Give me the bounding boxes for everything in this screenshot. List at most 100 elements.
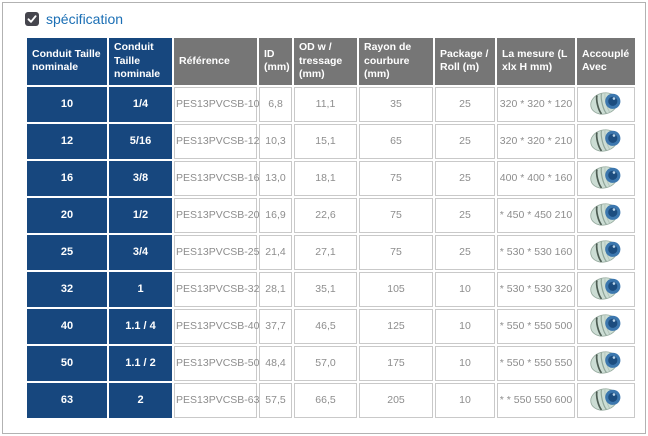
cell-id-mm: 10,3 [259, 123, 292, 159]
spec-table-body: 10 1/4 PES13PVCSB-10 6,8 11,1 35 25 320 … [27, 86, 635, 418]
cell-rayon: 35 [359, 86, 433, 122]
cell-conduit-size-metric: 10 [27, 86, 107, 122]
cell-rayon: 65 [359, 123, 433, 159]
cell-od-mm: 22,6 [294, 197, 357, 233]
cell-mesure: * 550 * 550 550 [497, 345, 575, 381]
cell-conduit-size-metric: 25 [27, 234, 107, 270]
conduit-coupling-icon [590, 166, 621, 189]
cell-conduit-size-metric: 63 [27, 382, 107, 418]
cell-accouple-avec [577, 123, 635, 159]
cell-package: 10 [435, 382, 495, 418]
cell-od-mm: 15,1 [294, 123, 357, 159]
cell-conduit-size-imperial: 1/4 [109, 86, 172, 122]
cell-accouple-avec [577, 271, 635, 307]
header-package-roll: Package / Roll (m) [435, 38, 495, 85]
cell-conduit-size-imperial: 1.1 / 2 [109, 345, 172, 381]
conduit-coupling-icon [590, 129, 621, 152]
cell-reference: PES13PVCSB-50 [174, 345, 259, 381]
conduit-coupling-icon [590, 277, 621, 300]
spec-table: Conduit Taille nominale Conduit Taille n… [25, 36, 637, 420]
cell-od-mm: 27,1 [294, 234, 357, 270]
cell-od-mm: 46,5 [294, 308, 357, 344]
cell-mesure: 400 * 400 * 160 [497, 160, 575, 196]
cell-rayon: 105 [359, 271, 433, 307]
cell-rayon: 125 [359, 308, 433, 344]
conduit-coupling-icon [590, 351, 621, 374]
checked-checkbox-icon[interactable] [25, 12, 39, 26]
cell-reference: PES13PVCSB-40 [174, 308, 259, 344]
cell-id-mm: 21,4 [259, 234, 292, 270]
cell-conduit-size-imperial: 1.1 / 4 [109, 308, 172, 344]
cell-mesure: * * 550 550 600 [497, 382, 575, 418]
cell-conduit-size-metric: 40 [27, 308, 107, 344]
cell-accouple-avec [577, 197, 635, 233]
conduit-coupling-icon [590, 240, 621, 263]
cell-accouple-avec [577, 86, 635, 122]
cell-conduit-size-imperial: 1 [109, 271, 172, 307]
table-row: 25 3/4 PES13PVCSB-25 21,4 27,1 75 25 * 5… [27, 234, 635, 270]
cell-reference: PES13PVCSB-20 [174, 197, 259, 233]
cell-conduit-size-metric: 16 [27, 160, 107, 196]
header-accouple-avec: Accouplé Avec [577, 38, 635, 85]
spec-toggle-row: spécification [25, 9, 637, 29]
cell-id-mm: 28,1 [259, 271, 292, 307]
table-row: 50 1.1 / 2 PES13PVCSB-50 48,4 57,0 175 1… [27, 345, 635, 381]
cell-conduit-size-metric: 20 [27, 197, 107, 233]
cell-mesure: 320 * 320 * 210 [497, 123, 575, 159]
spec-section: spécification Conduit Taille nominale Co… [25, 9, 637, 420]
cell-reference: PES13PVCSB-25 [174, 234, 259, 270]
cell-id-mm: 16,9 [259, 197, 292, 233]
header-id-mm: ID (mm) [259, 38, 292, 85]
cell-package: 25 [435, 234, 495, 270]
header-row: Conduit Taille nominale Conduit Taille n… [27, 38, 635, 85]
table-row: 16 3/8 PES13PVCSB-16 13,0 18,1 75 25 400… [27, 160, 635, 196]
header-reference: Référence [174, 38, 257, 85]
cell-conduit-size-imperial: 3/8 [109, 160, 172, 196]
conduit-coupling-icon [590, 203, 621, 226]
cell-conduit-size-imperial: 1/2 [109, 197, 172, 233]
table-row: 40 1.1 / 4 PES13PVCSB-40 37,7 46,5 125 1… [27, 308, 635, 344]
cell-mesure: * 450 * 450 210 [497, 197, 575, 233]
table-row: 20 1/2 PES13PVCSB-20 16,9 22,6 75 25 * 4… [27, 197, 635, 233]
cell-package: 25 [435, 197, 495, 233]
cell-id-mm: 13,0 [259, 160, 292, 196]
cell-od-mm: 35,1 [294, 271, 357, 307]
cell-mesure: * 530 * 530 320 [497, 271, 575, 307]
cell-package: 10 [435, 308, 495, 344]
table-row: 12 5/16 PES13PVCSB-12 10,3 15,1 65 25 32… [27, 123, 635, 159]
cell-mesure: * 550 * 550 500 [497, 308, 575, 344]
header-la-mesure: La mesure (L xlx H mm) [497, 38, 575, 85]
cell-package: 25 [435, 160, 495, 196]
cell-reference: PES13PVCSB-63 [174, 382, 259, 418]
cell-reference: PES13PVCSB-10 [174, 86, 259, 122]
conduit-coupling-icon [590, 92, 621, 115]
cell-id-mm: 48,4 [259, 345, 292, 381]
cell-od-mm: 18,1 [294, 160, 357, 196]
spec-table-header: Conduit Taille nominale Conduit Taille n… [27, 38, 635, 85]
cell-rayon: 75 [359, 160, 433, 196]
cell-conduit-size-metric: 50 [27, 345, 107, 381]
cell-conduit-size-metric: 32 [27, 271, 107, 307]
header-rayon-courbure: Rayon de courbure (mm) [359, 38, 433, 85]
cell-mesure: 320 * 320 * 120 [497, 86, 575, 122]
cell-reference: PES13PVCSB-16 [174, 160, 259, 196]
cell-package: 25 [435, 123, 495, 159]
cell-package: 10 [435, 345, 495, 381]
cell-rayon: 75 [359, 234, 433, 270]
cell-od-mm: 11,1 [294, 86, 357, 122]
spec-section-label: spécification [46, 11, 124, 27]
cell-accouple-avec [577, 345, 635, 381]
cell-od-mm: 57,0 [294, 345, 357, 381]
table-row: 32 1 PES13PVCSB-32 28,1 35,1 105 10 * 53… [27, 271, 635, 307]
cell-accouple-avec [577, 308, 635, 344]
cell-mesure: * 530 * 530 160 [497, 234, 575, 270]
cell-package: 25 [435, 86, 495, 122]
checkmark-icon [27, 15, 37, 23]
header-conduit-size-imperial: Conduit Taille nominale [109, 38, 172, 85]
cell-conduit-size-imperial: 2 [109, 382, 172, 418]
cell-id-mm: 57,5 [259, 382, 292, 418]
cell-accouple-avec [577, 160, 635, 196]
cell-package: 10 [435, 271, 495, 307]
cell-rayon: 175 [359, 345, 433, 381]
conduit-coupling-icon [590, 388, 621, 411]
